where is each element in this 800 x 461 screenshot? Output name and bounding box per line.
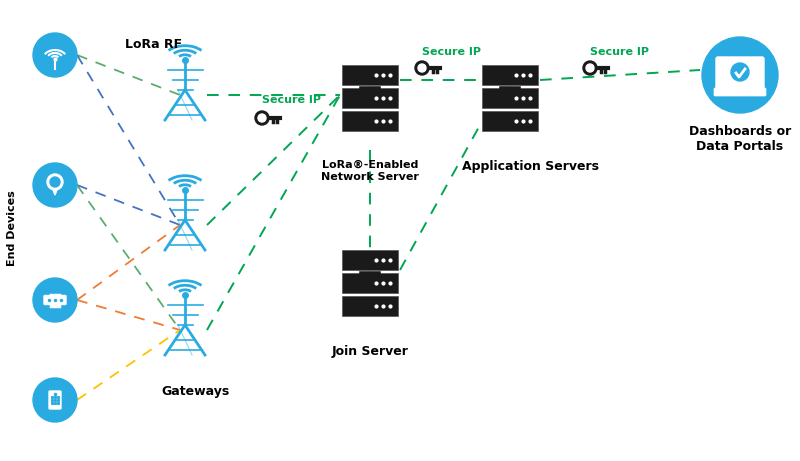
FancyBboxPatch shape (714, 88, 766, 96)
FancyBboxPatch shape (342, 88, 398, 108)
Circle shape (33, 378, 77, 422)
Circle shape (731, 63, 749, 81)
Circle shape (258, 114, 266, 122)
FancyBboxPatch shape (482, 65, 538, 85)
Text: Secure IP: Secure IP (422, 47, 481, 57)
FancyBboxPatch shape (342, 65, 398, 85)
Circle shape (418, 64, 426, 72)
Circle shape (586, 64, 594, 72)
Text: Gateways: Gateways (161, 385, 229, 398)
Circle shape (47, 174, 63, 190)
Text: Join Server: Join Server (331, 345, 409, 358)
Text: LoRa RF: LoRa RF (125, 39, 182, 52)
FancyBboxPatch shape (342, 273, 398, 293)
Text: LoRa®-Enabled
Network Server: LoRa®-Enabled Network Server (321, 160, 419, 182)
Text: End Devices: End Devices (7, 190, 17, 266)
Circle shape (583, 61, 597, 75)
FancyBboxPatch shape (482, 111, 538, 131)
FancyBboxPatch shape (342, 296, 398, 316)
Text: Secure IP: Secure IP (590, 47, 649, 57)
FancyBboxPatch shape (716, 57, 764, 89)
Circle shape (415, 61, 429, 75)
Polygon shape (50, 182, 60, 195)
FancyBboxPatch shape (342, 250, 398, 270)
Circle shape (33, 33, 77, 77)
Circle shape (33, 278, 77, 322)
Text: Application Servers: Application Servers (462, 160, 598, 173)
FancyBboxPatch shape (342, 111, 398, 131)
Circle shape (702, 37, 778, 113)
Text: Dashboards or
Data Portals: Dashboards or Data Portals (689, 125, 791, 153)
FancyBboxPatch shape (482, 88, 538, 108)
Text: Secure IP: Secure IP (262, 95, 321, 105)
FancyBboxPatch shape (49, 391, 61, 409)
FancyBboxPatch shape (44, 296, 66, 305)
Circle shape (50, 177, 60, 187)
Circle shape (255, 111, 269, 125)
Circle shape (33, 163, 77, 207)
